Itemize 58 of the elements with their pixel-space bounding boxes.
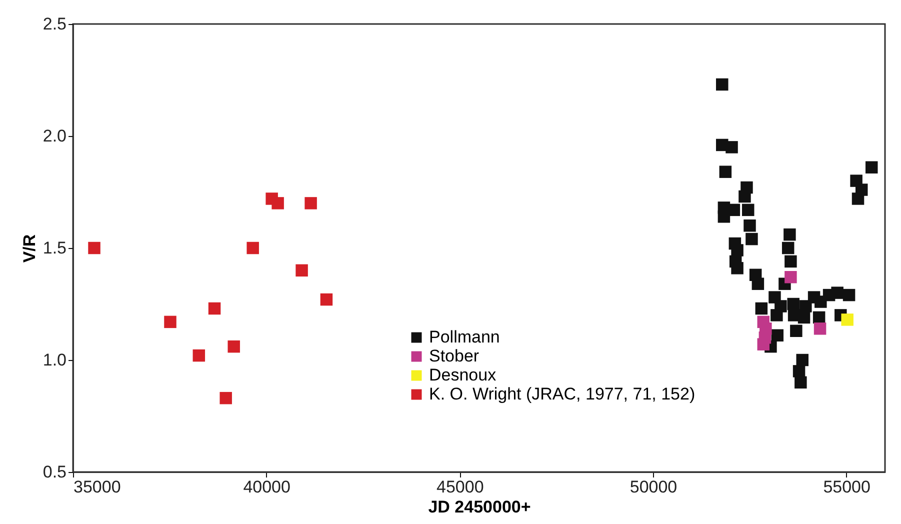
point <box>164 316 176 328</box>
point <box>755 302 768 315</box>
x-tick-label: 45000 <box>436 478 484 496</box>
point <box>787 298 800 310</box>
point <box>272 197 284 210</box>
point <box>726 141 738 154</box>
y-tick-label: 2.0 <box>42 126 66 146</box>
point <box>719 166 732 178</box>
point <box>757 338 770 350</box>
point <box>831 286 844 299</box>
x-axis-title: JD 2450000+ <box>428 498 531 516</box>
x-tick-label: 35000 <box>74 478 121 496</box>
y-tick-label: 1.0 <box>42 350 66 370</box>
point <box>192 349 206 362</box>
point <box>738 190 751 203</box>
legend-label: Pollmann <box>429 328 500 346</box>
point <box>792 365 806 378</box>
legend-label: Stober <box>429 346 480 366</box>
point <box>771 329 784 342</box>
x-tick-label: 50000 <box>630 478 678 496</box>
point <box>320 293 333 306</box>
point <box>852 192 864 205</box>
point <box>784 270 797 284</box>
point <box>752 278 764 290</box>
x-tick-label: 55000 <box>823 478 870 496</box>
point <box>296 264 308 277</box>
point <box>798 311 810 324</box>
point <box>228 340 240 353</box>
point <box>744 219 756 232</box>
y-axis-title: V/R <box>20 234 39 263</box>
point <box>842 288 856 302</box>
x-tick-label: 40000 <box>243 478 290 496</box>
point <box>208 302 221 315</box>
point <box>304 197 317 210</box>
point <box>784 228 796 241</box>
point <box>814 322 826 335</box>
point <box>841 314 854 326</box>
point <box>794 376 807 389</box>
legend-label: K. O. Wright (JRAC, 1977, 71, 152) <box>429 384 696 404</box>
point <box>782 242 794 254</box>
point <box>784 255 797 268</box>
point <box>716 78 728 91</box>
point <box>770 309 783 322</box>
y-tick-label: 1.5 <box>42 238 66 258</box>
point <box>88 242 100 254</box>
point <box>246 242 259 254</box>
point <box>746 232 758 246</box>
y-tick-label: 2.5 <box>42 14 66 34</box>
point <box>796 354 808 366</box>
point <box>731 262 744 274</box>
point <box>718 210 730 223</box>
point <box>731 244 744 256</box>
point <box>865 161 878 174</box>
point <box>220 392 232 404</box>
legend-label: Desnoux <box>429 366 497 384</box>
point <box>790 324 802 338</box>
point <box>742 204 754 216</box>
y-tick-label: 0.5 <box>42 462 66 482</box>
